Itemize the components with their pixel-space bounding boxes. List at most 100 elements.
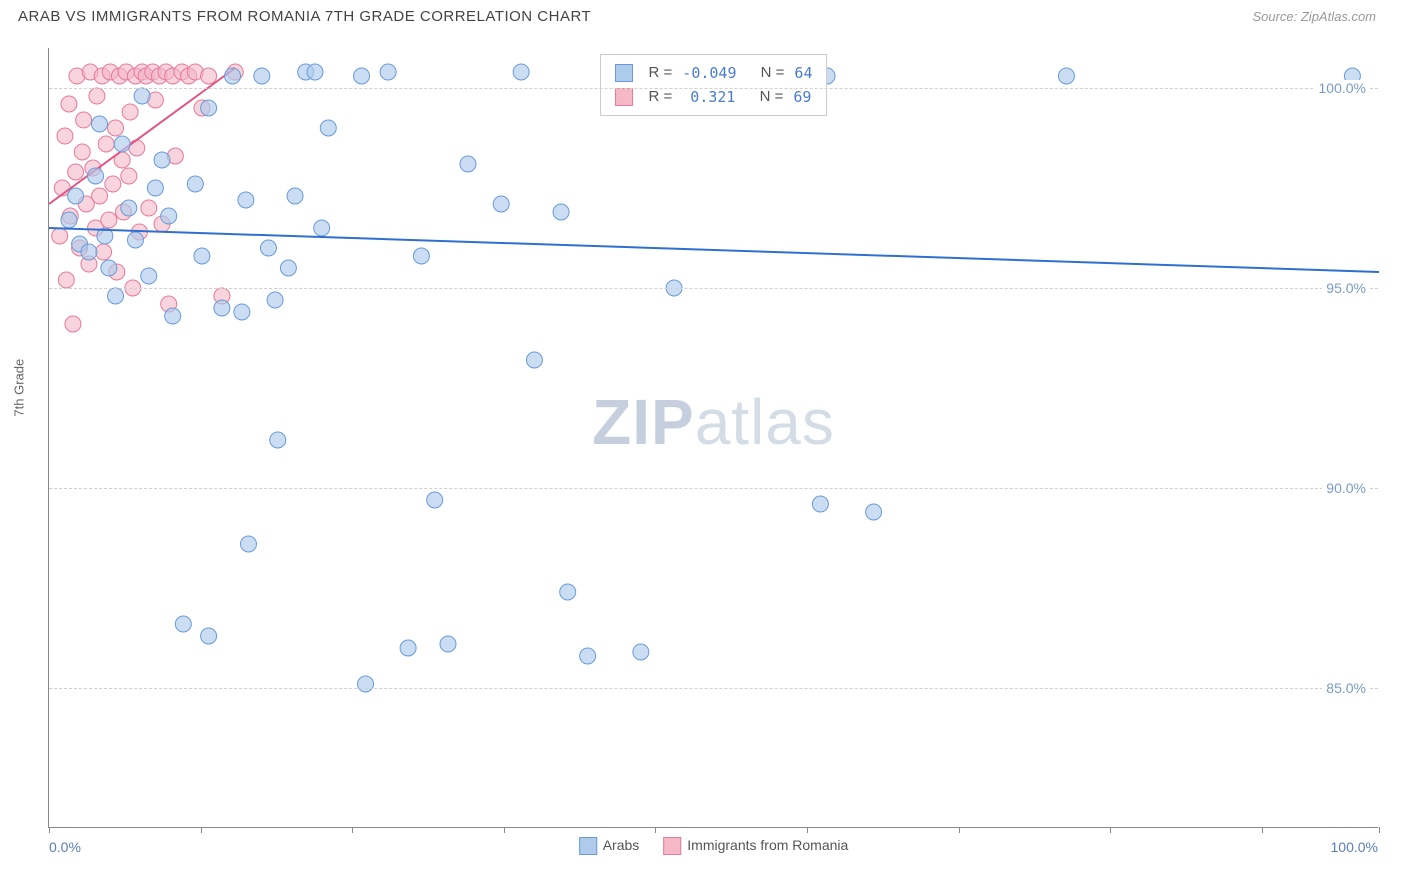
data-point <box>89 88 105 104</box>
data-point <box>1058 68 1074 84</box>
data-point <box>633 644 649 660</box>
data-point <box>101 260 117 276</box>
y-tick-label: 90.0% <box>1322 480 1370 496</box>
x-tick <box>1262 827 1263 833</box>
data-point <box>114 136 130 152</box>
gridline <box>49 288 1378 289</box>
legend-item-romania: Immigrants from Romania <box>663 837 848 855</box>
data-point <box>65 316 81 332</box>
data-point <box>129 140 145 156</box>
data-point <box>108 120 124 136</box>
x-tick <box>504 827 505 833</box>
data-point <box>61 212 77 228</box>
data-point <box>187 176 203 192</box>
data-point <box>88 168 104 184</box>
legend-row-arabs: R = -0.049 N = 64 <box>615 61 813 85</box>
legend-swatch-arabs-2 <box>579 837 597 855</box>
data-point <box>57 128 73 144</box>
data-point <box>560 584 576 600</box>
data-point <box>238 192 254 208</box>
data-point <box>553 204 569 220</box>
data-point <box>234 304 250 320</box>
data-point <box>225 68 241 84</box>
data-point <box>440 636 456 652</box>
x-tick <box>49 827 50 833</box>
x-tick <box>1379 827 1380 833</box>
data-point <box>513 64 529 80</box>
data-point <box>92 116 108 132</box>
data-point <box>427 492 443 508</box>
n-value-arabs: 64 <box>794 61 812 85</box>
x-tick <box>201 827 202 833</box>
data-point <box>400 640 416 656</box>
series-legend: Arabs Immigrants from Romania <box>579 837 849 855</box>
data-point <box>74 144 90 160</box>
data-point <box>380 64 396 80</box>
data-point <box>526 352 542 368</box>
scatter-svg <box>49 48 1378 827</box>
data-point <box>108 288 124 304</box>
data-point <box>201 68 217 84</box>
chart-title: ARAB VS IMMIGRANTS FROM ROMANIA 7TH GRAD… <box>18 8 591 25</box>
x-tick <box>352 827 353 833</box>
legend-swatch-romania <box>615 88 633 106</box>
data-point <box>154 152 170 168</box>
data-point <box>358 676 374 692</box>
data-point <box>98 136 114 152</box>
data-point <box>866 504 882 520</box>
gridline <box>49 688 1378 689</box>
data-point <box>61 96 77 112</box>
data-point <box>580 648 596 664</box>
data-point <box>161 208 177 224</box>
data-point <box>260 240 276 256</box>
data-point <box>241 536 257 552</box>
x-tick <box>655 827 656 833</box>
data-point <box>314 220 330 236</box>
data-point <box>307 64 323 80</box>
data-point <box>134 88 150 104</box>
correlation-legend: R = -0.049 N = 64 R = 0.321 N = 69 <box>600 54 828 116</box>
data-point <box>92 188 108 204</box>
y-tick-label: 95.0% <box>1322 280 1370 296</box>
data-point <box>320 120 336 136</box>
data-point <box>101 212 117 228</box>
legend-swatch-romania-2 <box>663 837 681 855</box>
data-point <box>76 112 92 128</box>
data-point <box>127 232 143 248</box>
data-point <box>96 244 112 260</box>
data-point <box>121 200 137 216</box>
gridline <box>49 88 1378 89</box>
chart-header: ARAB VS IMMIGRANTS FROM ROMANIA 7TH GRAD… <box>0 0 1406 33</box>
data-point <box>121 168 137 184</box>
data-point <box>141 268 157 284</box>
data-point <box>270 432 286 448</box>
data-point <box>141 200 157 216</box>
chart-source: Source: ZipAtlas.com <box>1252 9 1376 24</box>
y-axis-label: 7th Grade <box>12 358 27 416</box>
x-tick <box>1110 827 1111 833</box>
x-axis-min-label: 0.0% <box>49 839 81 855</box>
data-point <box>460 156 476 172</box>
data-point <box>175 616 191 632</box>
data-point <box>201 100 217 116</box>
y-tick-label: 100.0% <box>1315 80 1370 96</box>
data-point <box>68 164 84 180</box>
data-point <box>812 496 828 512</box>
data-point <box>493 196 509 212</box>
data-point <box>165 308 181 324</box>
data-point <box>122 104 138 120</box>
data-point <box>52 228 68 244</box>
data-point <box>413 248 429 264</box>
legend-item-arabs: Arabs <box>579 837 640 855</box>
y-tick-label: 85.0% <box>1322 680 1370 696</box>
chart-plot-area: 7th Grade ZIPatlas R = -0.049 N = 64 R =… <box>48 48 1378 828</box>
data-point <box>194 248 210 264</box>
data-point <box>81 244 97 260</box>
data-point <box>354 68 370 84</box>
legend-swatch-arabs <box>615 64 633 82</box>
x-tick <box>959 827 960 833</box>
x-axis-max-label: 100.0% <box>1331 839 1378 855</box>
r-value-arabs: -0.049 <box>682 61 736 85</box>
data-point <box>287 188 303 204</box>
data-point <box>201 628 217 644</box>
